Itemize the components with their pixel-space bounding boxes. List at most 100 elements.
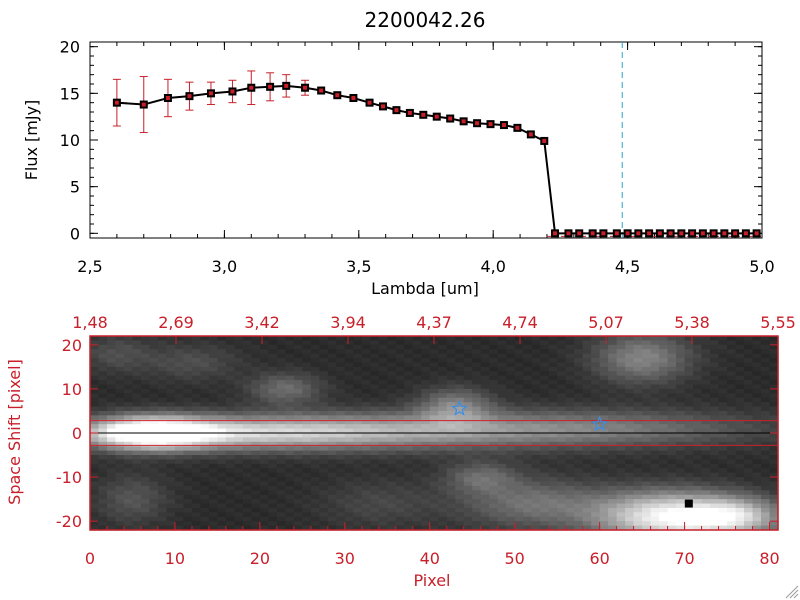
heatmap-cell — [319, 459, 329, 465]
heatmap-cell — [344, 384, 354, 390]
heatmap-cell — [98, 437, 108, 443]
heatmap-cell — [268, 362, 278, 368]
heatmap-cell — [140, 472, 151, 478]
heatmap-cell — [582, 419, 592, 425]
heatmap-cell — [353, 472, 363, 478]
heatmap-cell — [225, 463, 235, 469]
heatmap-cell — [242, 415, 252, 421]
heatmap-cell — [319, 415, 329, 421]
heatmap-cell — [149, 512, 159, 518]
heatmap-cell — [480, 525, 490, 531]
heatmap-cell — [268, 353, 278, 359]
heatmap-cell — [710, 344, 720, 350]
heatmap-cell — [599, 477, 609, 483]
heatmap-cell — [293, 485, 303, 491]
heatmap-cell — [514, 362, 524, 368]
heatmap-cell — [404, 366, 414, 372]
heatmap-cell — [557, 490, 567, 496]
heatmap-cell — [225, 362, 235, 368]
heatmap-cell — [319, 468, 329, 474]
heatmap-cell — [276, 459, 286, 465]
heatmap-cell — [642, 446, 652, 452]
heatmap-cell — [599, 402, 609, 408]
heatmap-cell — [353, 349, 363, 355]
heatmap-cell — [718, 499, 728, 505]
heatmap-cell — [191, 463, 202, 469]
heatmap-cell — [616, 494, 626, 500]
heatmap-cell — [769, 494, 779, 500]
heatmap-cell — [701, 446, 711, 452]
heatmap-cell — [132, 437, 142, 443]
heatmap-cell — [676, 490, 686, 496]
heatmap-cell — [200, 362, 210, 368]
heatmap-cell — [336, 477, 346, 483]
heatmap-cell — [98, 340, 108, 346]
heatmap-cell — [659, 468, 669, 474]
heatmap-cell — [659, 459, 669, 465]
heatmap-cell — [506, 415, 516, 421]
heatmap-cell — [123, 371, 134, 377]
heatmap-cell — [242, 433, 252, 439]
heatmap-cell — [353, 375, 363, 381]
heatmap-cell — [361, 441, 371, 447]
heatmap-cell — [761, 366, 771, 372]
heatmap-cell — [769, 521, 779, 527]
heatmap-cell — [650, 499, 660, 505]
heatmap-cell — [523, 349, 533, 355]
heatmap-cell — [140, 336, 151, 342]
heatmap-cell — [497, 415, 507, 421]
heatmap-cell — [123, 446, 134, 452]
heatmap-cell — [200, 410, 210, 416]
heatmap-cell — [574, 362, 584, 368]
heatmap-cell — [701, 507, 711, 513]
heatmap-cell — [599, 366, 609, 372]
resize-grip-icon[interactable] — [785, 585, 799, 599]
heatmap-cell — [761, 485, 771, 491]
heatmap-cell — [489, 410, 499, 416]
heatmap-cell — [344, 358, 354, 364]
heatmap-cell — [582, 397, 592, 403]
heatmap-cell — [761, 499, 771, 505]
heatmap-cell — [582, 428, 592, 434]
heatmap-cell — [115, 349, 125, 355]
heatmap-cell — [310, 415, 320, 421]
heatmap-cell — [565, 402, 575, 408]
heatmap-cell — [361, 468, 371, 474]
heatmap-cell — [744, 459, 754, 465]
heatmap-cell — [217, 525, 227, 531]
heatmap-cell — [574, 349, 584, 355]
heatmap-cell — [761, 406, 771, 412]
heatmap-cell — [608, 406, 618, 412]
heatmap-cell — [761, 468, 771, 474]
heatmap-cell — [132, 362, 142, 368]
heatmap-cell — [225, 375, 235, 381]
heatmap-cell — [693, 455, 703, 461]
heatmap-cell — [676, 494, 686, 500]
heatmap-cell — [684, 490, 694, 496]
heatmap-cell — [676, 349, 686, 355]
heatmap-cell — [336, 472, 346, 478]
heatmap-cell — [710, 463, 720, 469]
heatmap-cell — [344, 419, 354, 425]
heatmap-cell — [336, 336, 346, 342]
heatmap-cell — [506, 362, 516, 368]
heatmap-cell — [489, 499, 499, 505]
heatmap-cell — [251, 415, 261, 421]
heatmap-cell — [625, 380, 635, 386]
heatmap-cell — [429, 446, 439, 452]
heatmap-cell — [608, 503, 618, 509]
heatmap-cell — [378, 388, 388, 394]
heatmap-cell — [404, 410, 414, 416]
heatmap-cell — [132, 393, 142, 399]
heatmap-cell — [166, 441, 176, 447]
heatmap-cell — [225, 450, 235, 456]
heatmap-cell — [591, 358, 601, 364]
heatmap-cell — [735, 503, 745, 509]
heatmap-cell — [676, 406, 686, 412]
heatmap-cell — [123, 503, 134, 509]
heatmap-cell — [149, 366, 159, 372]
heatmap-cell — [650, 366, 660, 372]
heatmap-cell — [616, 512, 626, 518]
heatmap-cell — [710, 340, 720, 346]
heatmap-cell — [293, 499, 303, 505]
